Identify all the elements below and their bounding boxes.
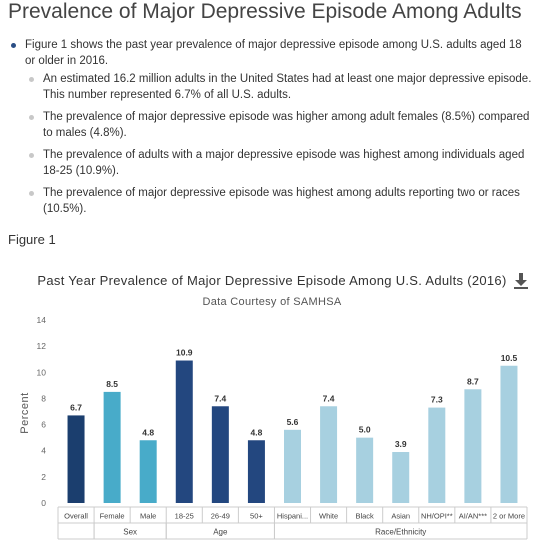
- x-tick-label: Female: [100, 512, 125, 521]
- bar-value-label: 7.4: [323, 393, 335, 403]
- sub-bullet-2: The prevalence of major depressive episo…: [25, 110, 532, 141]
- bar: [320, 406, 338, 503]
- x-tick-label: 18-25: [175, 512, 194, 521]
- bar-value-label: 3.9: [395, 439, 407, 449]
- chart-subtitle: Data Courtesy of SAMHSA: [203, 296, 342, 308]
- bar: [67, 415, 85, 503]
- bar: [464, 389, 482, 503]
- bar: [211, 406, 229, 503]
- sub-bullet-list: An estimated 16.2 million adults in the …: [25, 72, 532, 217]
- bar: [139, 440, 157, 503]
- bar-series: 6.7 8.5 4.8 10.9 7.4 4.8 5.6 7.4 5.0 3.9 7.3 8.7 10.…: [67, 348, 518, 503]
- y-axis-label: Percent: [19, 392, 31, 433]
- y-tick-label: 8: [41, 393, 46, 403]
- x-axis: Overall Female Male 18-25 26-49 50+ Hispani...…: [57, 506, 528, 540]
- bar: [500, 365, 518, 503]
- x-tick-label: Black: [355, 512, 374, 521]
- x-tick-label: Hispani...: [277, 512, 308, 521]
- sub-bullet-1: An estimated 16.2 million adults in the …: [25, 72, 532, 103]
- summary-bullet: Figure 1 shows the past year prevalence …: [8, 38, 532, 217]
- bar: [392, 452, 410, 503]
- y-tick-label: 10: [37, 367, 47, 377]
- bar-value-label: 4.8: [142, 427, 154, 437]
- bar: [103, 391, 121, 503]
- page-title: Prevalence of Major Depressive Episode A…: [8, 0, 522, 23]
- x-tick-label: 2 or More: [493, 512, 525, 521]
- y-tick-label: 12: [37, 341, 47, 351]
- bar: [247, 440, 265, 503]
- bar: [428, 407, 446, 503]
- y-axis: 0 2 4 6 8 10 12 14: [37, 315, 47, 508]
- bar: [175, 360, 193, 503]
- bar-value-label: 5.6: [287, 417, 299, 427]
- y-tick-label: 4: [41, 446, 46, 456]
- x-tick-label: AI/AN***: [459, 512, 487, 521]
- download-icon[interactable]: [511, 271, 531, 291]
- bar-value-label: 10.9: [176, 348, 193, 358]
- bar-value-label: 5.0: [359, 425, 371, 435]
- y-tick-label: 0: [41, 498, 46, 508]
- summary-list: Figure 1 shows the past year prevalence …: [8, 38, 532, 224]
- bar: [356, 437, 374, 503]
- sub-bullet-3: The prevalence of adults with a major de…: [25, 148, 532, 179]
- chart-title: Past Year Prevalence of Major Depressive…: [37, 273, 506, 288]
- bar: [284, 429, 301, 503]
- bar-value-label: 7.3: [431, 395, 443, 405]
- y-tick-label: 2: [41, 472, 46, 482]
- figure-label: Figure 1: [8, 232, 56, 247]
- bar-value-label: 7.4: [214, 393, 226, 403]
- group-label: Sex: [123, 528, 137, 537]
- bar-value-label: 6.7: [70, 402, 82, 412]
- x-tick-label: Overall: [64, 512, 88, 521]
- x-tick-label: NH/OPI**: [421, 512, 453, 521]
- group-label: Age: [213, 528, 228, 537]
- y-tick-label: 14: [37, 315, 47, 325]
- x-tick-label: 50+: [250, 512, 263, 521]
- y-tick-label: 6: [41, 420, 46, 430]
- x-tick-label: Asian: [391, 512, 410, 521]
- group-label: Race/Ethnicity: [375, 528, 426, 537]
- x-tick-label: White: [319, 512, 338, 521]
- x-tick-label: Male: [140, 512, 156, 521]
- bar-value-label: 4.8: [251, 427, 263, 437]
- bar-value-label: 8.5: [106, 379, 118, 389]
- bar-value-label: 8.7: [467, 376, 479, 386]
- x-tick-label: 26-49: [211, 512, 230, 521]
- bar-value-label: 10.5: [501, 353, 518, 363]
- sub-bullet-4: The prevalence of major depressive episo…: [25, 186, 532, 217]
- summary-bullet-text: Figure 1 shows the past year prevalence …: [25, 39, 522, 67]
